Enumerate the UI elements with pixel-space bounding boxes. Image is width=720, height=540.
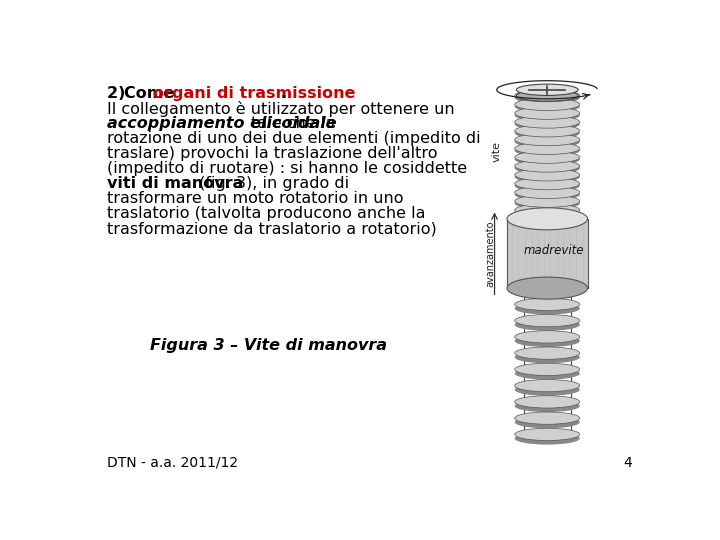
Text: trasformare un moto rotatorio in uno: trasformare un moto rotatorio in uno: [107, 192, 403, 206]
Text: organi di trasmissione: organi di trasmissione: [153, 86, 356, 102]
Ellipse shape: [515, 109, 580, 122]
Ellipse shape: [515, 107, 580, 119]
Ellipse shape: [515, 314, 580, 327]
Ellipse shape: [515, 92, 580, 104]
Ellipse shape: [515, 160, 580, 172]
Text: (fig. 3), in grado di: (fig. 3), in grado di: [194, 177, 349, 192]
Ellipse shape: [515, 412, 580, 424]
Ellipse shape: [515, 116, 580, 128]
Ellipse shape: [515, 151, 580, 163]
Ellipse shape: [515, 145, 580, 157]
Ellipse shape: [507, 277, 588, 299]
Text: 2): 2): [107, 86, 131, 102]
Text: 4: 4: [624, 456, 632, 470]
Ellipse shape: [515, 142, 580, 154]
Ellipse shape: [515, 383, 580, 396]
Text: accoppiamento elicoidale: accoppiamento elicoidale: [107, 117, 337, 131]
Ellipse shape: [515, 178, 580, 190]
Text: (impedito di ruotare) : si hanno le cosiddette: (impedito di ruotare) : si hanno le cosi…: [107, 161, 467, 177]
Ellipse shape: [515, 335, 580, 347]
Ellipse shape: [515, 428, 580, 441]
Polygon shape: [507, 219, 588, 288]
Ellipse shape: [515, 100, 580, 113]
Ellipse shape: [515, 204, 580, 216]
Ellipse shape: [515, 213, 580, 225]
Text: traslare) provochi la traslazione dell'altro: traslare) provochi la traslazione dell'a…: [107, 146, 438, 161]
Ellipse shape: [515, 347, 580, 359]
Ellipse shape: [515, 98, 580, 111]
Ellipse shape: [515, 90, 580, 102]
Ellipse shape: [515, 206, 580, 218]
Ellipse shape: [515, 125, 580, 137]
Text: madrevite: madrevite: [523, 244, 584, 257]
Ellipse shape: [515, 180, 580, 192]
Ellipse shape: [515, 195, 580, 207]
Text: rotazione di uno dei due elementi (impedito di: rotazione di uno dei due elementi (imped…: [107, 131, 481, 146]
Ellipse shape: [515, 380, 580, 392]
Ellipse shape: [515, 302, 580, 315]
Ellipse shape: [516, 84, 578, 96]
Ellipse shape: [515, 118, 580, 130]
Ellipse shape: [515, 367, 580, 380]
Ellipse shape: [515, 162, 580, 174]
Ellipse shape: [515, 127, 580, 139]
Ellipse shape: [515, 136, 580, 148]
Ellipse shape: [515, 396, 580, 408]
Text: .: .: [281, 86, 287, 102]
Ellipse shape: [515, 168, 580, 181]
Ellipse shape: [515, 282, 580, 294]
Ellipse shape: [507, 208, 588, 230]
Ellipse shape: [515, 298, 580, 310]
Ellipse shape: [515, 286, 580, 298]
Text: tale che la: tale che la: [246, 117, 336, 131]
Ellipse shape: [515, 351, 580, 363]
Ellipse shape: [515, 363, 580, 375]
Text: DTN - a.a. 2011/12: DTN - a.a. 2011/12: [107, 456, 238, 470]
Ellipse shape: [515, 215, 580, 227]
Ellipse shape: [515, 153, 580, 166]
Text: avanzamento: avanzamento: [485, 220, 495, 287]
Ellipse shape: [515, 330, 580, 343]
Ellipse shape: [515, 133, 580, 146]
Ellipse shape: [515, 416, 580, 428]
Ellipse shape: [515, 433, 580, 444]
Ellipse shape: [515, 197, 580, 210]
Text: Come: Come: [125, 86, 180, 102]
Ellipse shape: [515, 319, 580, 331]
Text: trasformazione da traslatorio a rotatorio): trasformazione da traslatorio a rotatori…: [107, 221, 437, 237]
Ellipse shape: [515, 186, 580, 199]
Text: Figura 3 – Vite di manovra: Figura 3 – Vite di manovra: [150, 338, 387, 353]
Ellipse shape: [515, 171, 580, 183]
Text: traslatorio (talvolta producono anche la: traslatorio (talvolta producono anche la: [107, 206, 426, 221]
Text: Il collegamento è utilizzato per ottenere un: Il collegamento è utilizzato per ottener…: [107, 102, 454, 117]
Ellipse shape: [515, 188, 580, 201]
Ellipse shape: [516, 90, 578, 102]
Text: viti di manovra: viti di manovra: [107, 177, 243, 192]
Ellipse shape: [515, 400, 580, 412]
Text: vite: vite: [492, 140, 502, 161]
